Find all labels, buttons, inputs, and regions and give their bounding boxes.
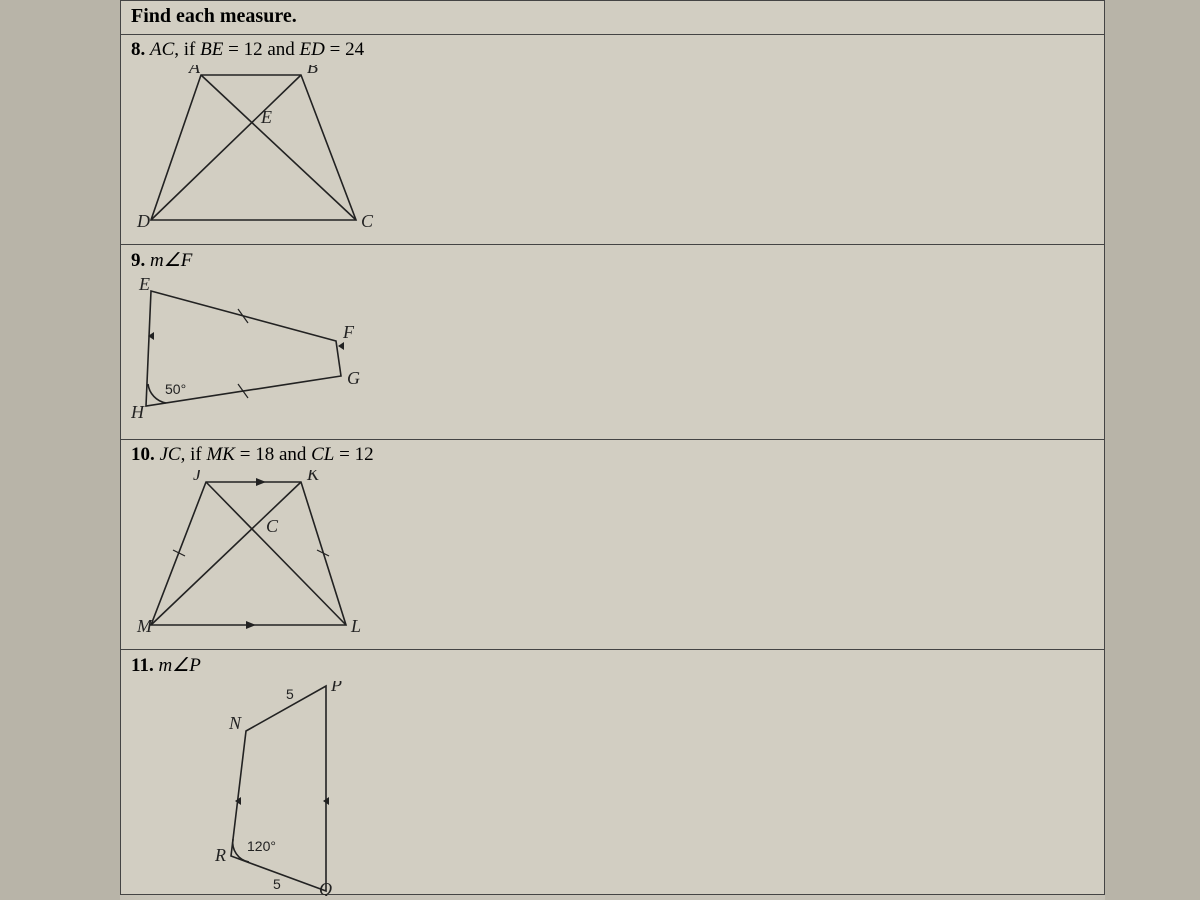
p8-label-d: D xyxy=(136,211,150,231)
problem-9-label: 9. m∠F xyxy=(131,249,1094,272)
p10-var-cl: CL xyxy=(311,444,334,465)
p10-label-k: K xyxy=(306,470,320,484)
p8-var-be: BE xyxy=(200,39,223,60)
p11-label-r: R xyxy=(214,845,226,865)
header-text: Find each measure. xyxy=(131,5,297,27)
p10-v1: 18 xyxy=(255,444,274,465)
p11-label-n: N xyxy=(228,713,242,733)
problem-11-number: 11. xyxy=(131,655,154,676)
p10-label-l: L xyxy=(350,616,361,636)
problem-10-number: 10. xyxy=(131,444,155,465)
p9-angle-arc xyxy=(148,384,166,403)
p8-t1: , if xyxy=(174,39,200,60)
p11-label-p: P xyxy=(330,681,342,695)
p8-t4: = xyxy=(325,39,345,60)
p9-diagram: 50° E F G H xyxy=(131,276,391,426)
p11-side-rq: 5 xyxy=(273,876,281,892)
p9-angle-label: 50° xyxy=(165,381,186,397)
p8-v1: 12 xyxy=(244,39,263,60)
p10-arrow-jk xyxy=(256,478,266,486)
p9-label-h: H xyxy=(131,402,145,422)
p10-label-j: J xyxy=(193,470,202,484)
problem-10: 10. JC, if MK = 18 and CL = 12 J K L M C xyxy=(120,439,1105,649)
p8-diagram: A B C D E xyxy=(131,65,391,240)
p10-arrow-ml xyxy=(246,621,256,629)
problem-9: 9. m∠F 50° E F G H xyxy=(120,244,1105,439)
p10-t3: and xyxy=(274,444,311,465)
p11-angle-label: 120° xyxy=(247,838,276,854)
problem-11: 11. m∠P 5 5 120° N P R Q xyxy=(120,649,1105,895)
p8-label-e: E xyxy=(260,107,272,127)
p8-t2: = xyxy=(223,39,243,60)
p8-label-c: C xyxy=(361,211,374,231)
problem-8-number: 8. xyxy=(131,39,145,60)
p11-diagram: 5 5 120° N P R Q xyxy=(191,681,391,896)
problem-11-label: 11. m∠P xyxy=(131,654,1094,677)
p11-expr: m∠P xyxy=(158,655,200,676)
p11-side-np: 5 xyxy=(286,686,294,702)
p10-t4: = xyxy=(334,444,354,465)
p10-v2: 12 xyxy=(355,444,374,465)
problem-8: 8. AC, if BE = 12 and ED = 24 A B C D E xyxy=(120,34,1105,244)
p9-label-f: F xyxy=(342,322,355,342)
problem-10-label: 10. JC, if MK = 18 and CL = 12 xyxy=(131,444,1094,466)
p8-v2: 24 xyxy=(345,39,364,60)
p11-label-q: Q xyxy=(319,879,332,896)
p10-t2: = xyxy=(235,444,255,465)
p8-t3: and xyxy=(263,39,300,60)
p9-label-e: E xyxy=(138,276,150,294)
p10-var-jc: JC xyxy=(160,444,181,465)
p10-label-c: C xyxy=(266,516,279,536)
problem-9-number: 9. xyxy=(131,250,145,271)
p8-label-a: A xyxy=(188,65,201,77)
p8-label-b: B xyxy=(307,65,318,77)
problem-8-label: 8. AC, if BE = 12 and ED = 24 xyxy=(131,39,1094,61)
p8-var-ac: AC xyxy=(150,39,174,60)
p10-var-mk: MK xyxy=(206,444,235,465)
p10-diagram: J K L M C xyxy=(131,470,391,645)
p8-trapezoid xyxy=(151,75,356,220)
header-row: Find each measure. xyxy=(120,0,1105,34)
p8-var-ed: ED xyxy=(300,39,325,60)
worksheet-page: Find each measure. 8. AC, if BE = 12 and… xyxy=(120,0,1105,900)
p9-arrow-fg xyxy=(338,342,344,350)
p9-label-g: G xyxy=(347,368,360,388)
p10-t1: , if xyxy=(181,444,207,465)
p10-label-m: M xyxy=(136,616,153,636)
p9-expr: m∠F xyxy=(150,250,192,271)
